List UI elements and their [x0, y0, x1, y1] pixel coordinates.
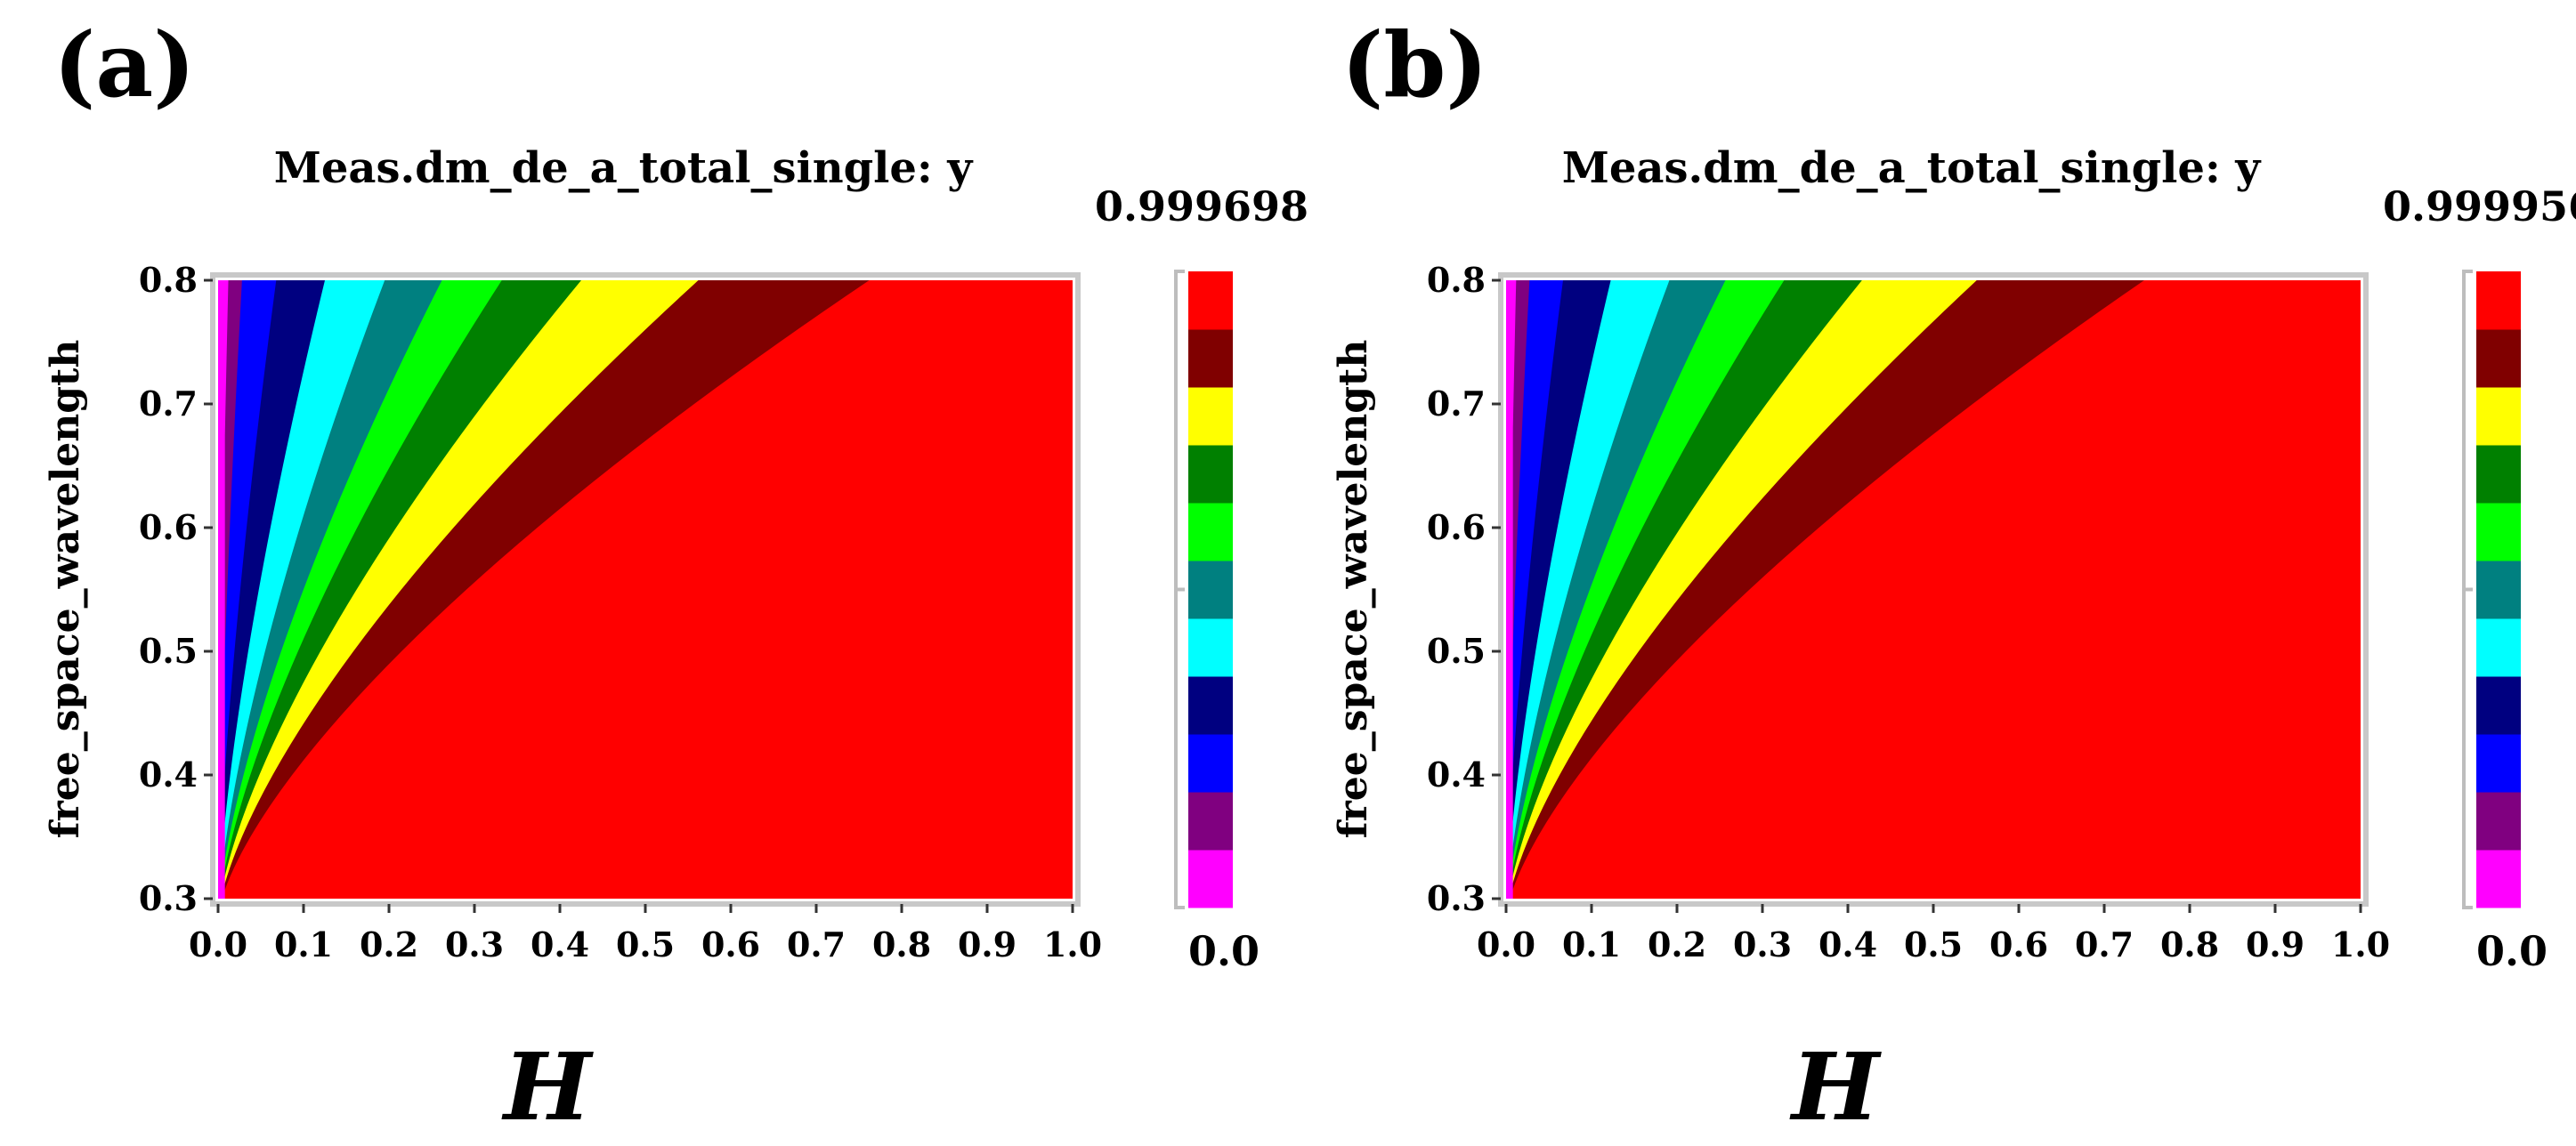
colorbar-swatch-10 — [2476, 271, 2521, 330]
x-tick-label: 1.0 — [2331, 924, 2390, 964]
y-tick-label: 0.7 — [139, 383, 198, 424]
colorbar-min-label: 0.0 — [1188, 927, 1260, 975]
colorbar-max-label: 0.999698 — [1095, 182, 1308, 230]
x-tick-label: 0.3 — [445, 924, 504, 964]
x-tick-label: 0.7 — [787, 924, 846, 964]
panel-b: (b) Meas.dm_de_a_total_single: y 0.0 0.1 0.2… — [1331, 12, 2576, 1142]
y-tick-label: 0.6 — [1427, 507, 1486, 547]
colorbar-swatch-10 — [1188, 271, 1233, 330]
x-tick-label: 0.5 — [616, 924, 675, 964]
x-tick-label: 0.4 — [531, 924, 589, 964]
colorbar-swatch-5 — [1188, 561, 1233, 619]
y-tick-label: 0.3 — [139, 878, 198, 918]
contour-bands — [218, 280, 1073, 899]
panel-label: (b) — [1341, 12, 1488, 117]
colorbar-swatch-8 — [2476, 387, 2521, 446]
y-tick-label: 0.4 — [139, 755, 198, 795]
y-tick-label: 0.3 — [1427, 878, 1486, 918]
chart-title: Meas.dm_de_a_total_single: y — [274, 143, 975, 193]
colorbar-swatch-2 — [2476, 734, 2521, 793]
x-tick-label: 1.0 — [1043, 924, 1102, 964]
y-tick-label: 0.6 — [139, 507, 198, 547]
colorbar-swatch-3 — [1188, 676, 1233, 735]
x-tick-label: 0.9 — [2246, 924, 2305, 964]
colorbar-swatch-6 — [2476, 503, 2521, 561]
colorbar-swatch-9 — [2476, 329, 2521, 388]
x-tick-label: 0.9 — [958, 924, 1017, 964]
x-axis-label: H — [501, 1032, 594, 1142]
colorbar-swatch-2 — [1188, 734, 1233, 793]
colorbar-min-label: 0.0 — [2476, 927, 2548, 975]
panel-a: (a) Meas.dm_de_a_total_single: y 0.0 0.1 0.2… — [43, 12, 1308, 1142]
y-tick-label: 0.5 — [139, 631, 198, 671]
x-tick-label: 0.0 — [189, 924, 247, 964]
x-tick-label: 0.2 — [1648, 924, 1706, 964]
colorbar — [1174, 270, 1233, 909]
chart-title: Meas.dm_de_a_total_single: y — [1562, 143, 2263, 193]
x-tick-label: 0.1 — [1562, 924, 1621, 964]
y-axis-label: free_space_wavelength — [43, 340, 88, 839]
colorbar-swatch-7 — [1188, 445, 1233, 504]
colorbar-swatch-4 — [1188, 618, 1233, 677]
y-tick-label: 0.4 — [1427, 755, 1486, 795]
y-tick-label: 0.7 — [1427, 383, 1486, 424]
x-tick-label: 0.6 — [1989, 924, 2048, 964]
colorbar-max-label: 0.999956 — [2383, 182, 2576, 230]
colorbar-swatch-1 — [1188, 792, 1233, 851]
contour-bands — [1506, 280, 2361, 899]
colorbar-swatch-5 — [2476, 561, 2521, 619]
colorbar-swatch-1 — [2476, 792, 2521, 851]
panel-label: (a) — [53, 12, 195, 117]
x-tick-label: 0.5 — [1904, 924, 1963, 964]
y-axis-label: free_space_wavelength — [1331, 340, 1376, 839]
colorbar-swatch-0 — [1188, 850, 1233, 908]
contour-band-level-0 — [218, 280, 229, 899]
y-tick-label: 0.5 — [1427, 631, 1486, 671]
x-tick-label: 0.3 — [1733, 924, 1792, 964]
x-tick-label: 0.7 — [2075, 924, 2134, 964]
colorbar-swatch-3 — [2476, 676, 2521, 735]
contour-band-level-0 — [1506, 280, 1517, 899]
x-tick-label: 0.0 — [1477, 924, 1535, 964]
x-axis-label: H — [1789, 1032, 1882, 1142]
x-tick-label: 0.2 — [360, 924, 418, 964]
x-tick-label: 0.1 — [274, 924, 333, 964]
colorbar-swatch-9 — [1188, 329, 1233, 388]
x-tick-label: 0.6 — [701, 924, 760, 964]
colorbar-swatch-8 — [1188, 387, 1233, 446]
y-tick-label: 0.8 — [139, 260, 198, 300]
x-tick-label: 0.8 — [872, 924, 931, 964]
y-tick-label: 0.8 — [1427, 260, 1486, 300]
colorbar-swatch-4 — [2476, 618, 2521, 677]
x-tick-label: 0.4 — [1819, 924, 1877, 964]
colorbar — [2462, 270, 2521, 909]
x-tick-label: 0.8 — [2160, 924, 2219, 964]
colorbar-swatch-6 — [1188, 503, 1233, 561]
colorbar-swatch-0 — [2476, 850, 2521, 908]
colorbar-swatch-7 — [2476, 445, 2521, 504]
